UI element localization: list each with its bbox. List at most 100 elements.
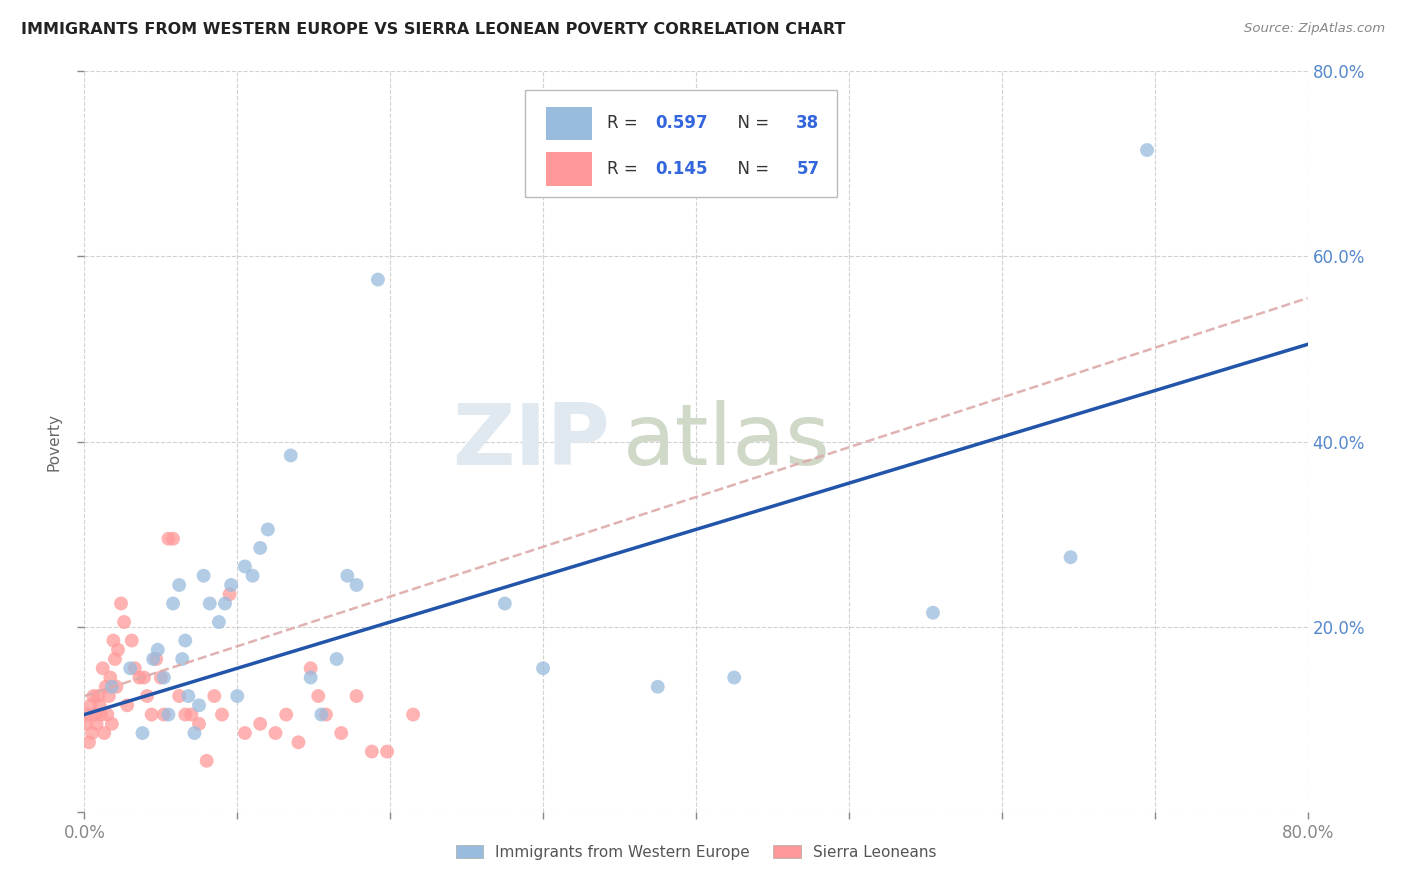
Point [172, 652, 194, 666]
Point [330, 726, 353, 740]
Point [75, 716, 97, 731]
Point [183, 726, 205, 740]
Text: 0.597: 0.597 [655, 114, 709, 132]
Point [96, 707, 118, 722]
Point [146, 642, 169, 657]
Point [162, 597, 184, 611]
Point [128, 671, 150, 685]
Text: N =: N = [727, 160, 773, 178]
Point [101, 716, 124, 731]
Point [115, 698, 138, 713]
Point [287, 735, 309, 749]
Point [325, 652, 347, 666]
Point [202, 689, 225, 703]
Point [375, 745, 398, 759]
Legend: Immigrants from Western Europe, Sierra Leoneans: Immigrants from Western Europe, Sierra L… [456, 845, 936, 860]
Point [87, 689, 110, 703]
Point [167, 689, 190, 703]
Point [264, 726, 287, 740]
Point [336, 568, 359, 582]
Point [299, 671, 322, 685]
Point [214, 597, 236, 611]
Point [91, 661, 114, 675]
Point [922, 606, 945, 620]
Point [188, 698, 211, 713]
Point [79, 698, 101, 713]
Text: ZIP: ZIP [453, 400, 610, 483]
Point [98, 671, 121, 685]
Point [280, 449, 302, 463]
Point [174, 707, 197, 722]
Point [307, 689, 329, 703]
Point [76, 707, 98, 722]
Point [346, 689, 368, 703]
Point [83, 689, 105, 703]
Bar [546, 153, 592, 186]
Point [121, 633, 143, 648]
Text: N =: N = [727, 114, 773, 132]
Y-axis label: Poverty: Poverty [46, 412, 62, 471]
Point [180, 707, 202, 722]
Point [120, 661, 142, 675]
Point [188, 716, 211, 731]
Point [367, 272, 389, 286]
Point [257, 523, 280, 537]
Point [242, 568, 264, 582]
Point [157, 707, 180, 722]
Point [494, 597, 516, 611]
Point [153, 671, 176, 685]
Point [360, 745, 382, 759]
Point [157, 532, 180, 546]
Point [218, 587, 240, 601]
Point [131, 726, 153, 740]
Text: R =: R = [606, 160, 643, 178]
Point [1059, 550, 1081, 565]
Point [101, 680, 124, 694]
Point [299, 661, 322, 675]
Point [723, 671, 745, 685]
Point [219, 578, 242, 592]
Point [211, 707, 233, 722]
Point [110, 597, 132, 611]
Point [142, 652, 165, 666]
Point [167, 578, 190, 592]
Point [145, 652, 167, 666]
Text: 0.145: 0.145 [655, 160, 709, 178]
Point [77, 735, 100, 749]
Point [647, 680, 669, 694]
Point [346, 578, 368, 592]
Point [103, 633, 125, 648]
Point [311, 707, 333, 722]
Point [97, 689, 120, 703]
Point [174, 633, 197, 648]
Point [89, 698, 111, 713]
Point [132, 671, 155, 685]
Point [315, 707, 337, 722]
Point [1136, 143, 1159, 157]
Point [93, 726, 115, 740]
Point [112, 615, 135, 629]
Point [233, 726, 256, 740]
Point [136, 689, 159, 703]
Point [162, 532, 184, 546]
Point [198, 597, 221, 611]
Point [107, 642, 129, 657]
Point [195, 754, 218, 768]
Point [141, 707, 163, 722]
Point [104, 652, 127, 666]
Point [90, 707, 112, 722]
Point [233, 559, 256, 574]
Point [80, 726, 103, 740]
Point [249, 541, 271, 555]
Point [86, 716, 108, 731]
FancyBboxPatch shape [524, 90, 837, 197]
Point [84, 707, 107, 722]
Bar [546, 106, 592, 140]
Point [94, 680, 117, 694]
Point [149, 671, 172, 685]
Text: atlas: atlas [623, 400, 831, 483]
Text: IMMIGRANTS FROM WESTERN EUROPE VS SIERRA LEONEAN POVERTY CORRELATION CHART: IMMIGRANTS FROM WESTERN EUROPE VS SIERRA… [21, 22, 845, 37]
Point [249, 716, 271, 731]
Point [402, 707, 425, 722]
Text: R =: R = [606, 114, 643, 132]
